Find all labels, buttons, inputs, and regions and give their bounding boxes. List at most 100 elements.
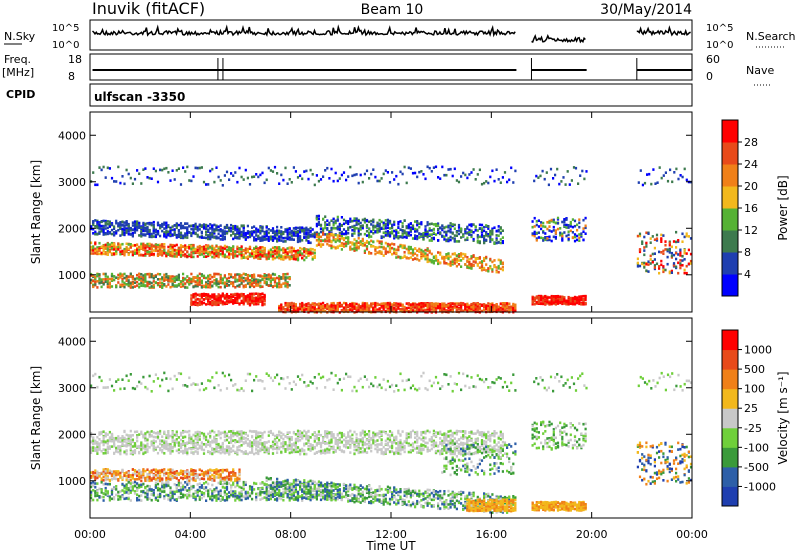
power-cell (689, 237, 693, 240)
power-cell (345, 241, 348, 244)
power-cell (660, 240, 663, 243)
noise-tick-top-right: 10^5 (706, 23, 733, 34)
power-cell (510, 308, 513, 312)
power-cell (489, 240, 492, 243)
power-cell (388, 309, 392, 312)
power-cell (133, 277, 137, 281)
power-cell (491, 270, 494, 273)
power-cell (460, 308, 463, 312)
power-cell (370, 304, 373, 307)
power-cell (106, 285, 109, 289)
power-cell (259, 279, 262, 282)
power-cell (219, 299, 222, 302)
power-cell (338, 224, 341, 228)
power-cell (643, 266, 646, 269)
power-cell (146, 281, 149, 285)
power-cell (207, 235, 210, 239)
power-cell (113, 248, 116, 251)
power-cell (207, 253, 210, 256)
power-cell (282, 277, 285, 280)
power-cell (487, 267, 490, 270)
power-cell (416, 220, 419, 223)
power-cell (194, 247, 197, 251)
power-cell (453, 304, 456, 308)
power-cell (200, 281, 203, 285)
power-cell (401, 307, 404, 311)
power-cell (113, 252, 116, 256)
power-cell (311, 233, 314, 236)
power-cell (194, 294, 197, 298)
power-cell (365, 247, 369, 251)
power-cell (487, 302, 490, 305)
power-cell (242, 224, 245, 227)
power-cell (119, 272, 122, 276)
power-cell (468, 261, 471, 264)
power-cell (196, 229, 199, 232)
power-cell (432, 231, 435, 235)
power-cell (301, 226, 304, 229)
power-cell (125, 220, 128, 223)
power-cell (196, 274, 199, 278)
power-cell (414, 257, 417, 261)
power-cell (332, 245, 335, 249)
power-cell (567, 299, 570, 303)
power-cell (163, 273, 166, 277)
power-cell (411, 309, 415, 312)
power-cell (257, 297, 260, 301)
power-cell (146, 242, 149, 246)
power-cell (242, 294, 245, 298)
power-cell (230, 227, 233, 230)
power-cell (328, 232, 331, 236)
power-cell (380, 252, 383, 255)
power-cell (196, 245, 199, 249)
power-cell (108, 282, 111, 285)
power-cell (106, 230, 109, 233)
power-cell (382, 308, 385, 311)
power-cell (462, 309, 465, 313)
power-cell (219, 245, 222, 249)
power-cell (244, 296, 247, 300)
power-cell (169, 247, 172, 250)
power-cell (376, 303, 379, 307)
power-cell (223, 235, 226, 239)
power-cell (391, 246, 394, 250)
power-cell (175, 284, 178, 287)
power-cell (384, 225, 387, 228)
power-cell (407, 306, 410, 310)
power-cell (414, 304, 417, 307)
power-cell (372, 307, 375, 310)
power-cell (649, 258, 652, 261)
power-cell (683, 251, 686, 255)
power-cell (215, 278, 218, 281)
power-cell (290, 304, 293, 307)
power-cell (457, 226, 461, 229)
power-cell (315, 303, 318, 306)
power-cell (284, 253, 287, 257)
power-cell (269, 253, 272, 257)
power-cell (257, 254, 260, 257)
power-cell (319, 230, 323, 234)
power-cell (146, 272, 149, 276)
power-cell (188, 280, 191, 284)
power-cell (668, 271, 671, 275)
power-cell (664, 268, 667, 272)
power-cell (416, 235, 419, 238)
power-cell (430, 307, 433, 311)
power-cell (363, 232, 366, 236)
power-cell (455, 309, 458, 312)
power-cell (476, 306, 479, 310)
power-cell (159, 285, 162, 288)
power-cell (315, 231, 318, 234)
power-cell (104, 278, 107, 281)
power-cell (190, 255, 193, 259)
power-cell (169, 280, 172, 283)
power-cell (236, 292, 239, 296)
power-cell (261, 250, 264, 253)
power-cell (198, 244, 201, 248)
power-cell (192, 293, 195, 296)
power-cell (468, 228, 471, 232)
power-cell (472, 305, 475, 308)
power-cell (144, 284, 147, 287)
power-cell (280, 236, 283, 239)
power-cell (152, 252, 155, 256)
